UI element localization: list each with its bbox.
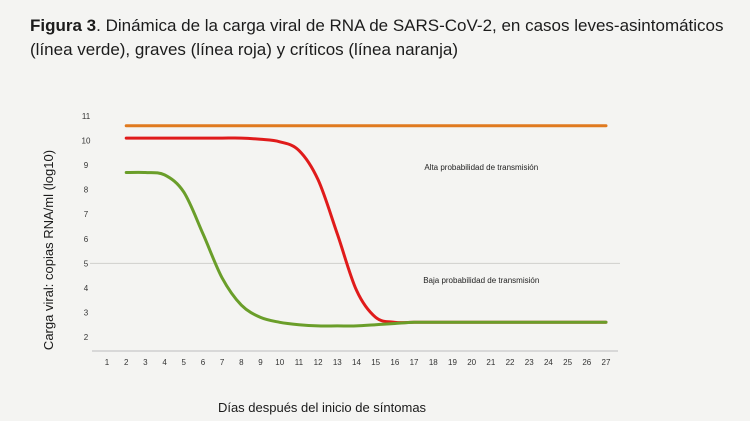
y-tick-label: 4 bbox=[84, 284, 89, 293]
x-tick-label: 15 bbox=[371, 358, 380, 367]
y-tick-label: 2 bbox=[84, 333, 89, 342]
x-tick-label: 20 bbox=[467, 358, 476, 367]
x-tick-label: 22 bbox=[506, 358, 515, 367]
x-tick-label: 21 bbox=[486, 358, 495, 367]
x-tick-label: 9 bbox=[258, 358, 263, 367]
x-tick-label: 5 bbox=[182, 358, 187, 367]
y-tick-label: 6 bbox=[84, 235, 89, 244]
x-tick-label: 17 bbox=[410, 358, 419, 367]
y-tick-label: 9 bbox=[84, 161, 89, 170]
y-tick-label: 8 bbox=[84, 186, 89, 195]
low-transmission-label: Baja probabilidad de transmisión bbox=[423, 276, 539, 285]
x-tick-label: 10 bbox=[275, 358, 284, 367]
x-tick-label: 12 bbox=[314, 358, 323, 367]
y-tick-label: 7 bbox=[84, 210, 89, 219]
x-tick-label: 19 bbox=[448, 358, 457, 367]
x-tick-label: 3 bbox=[143, 358, 148, 367]
x-tick-label: 2 bbox=[124, 358, 129, 367]
x-tick-label: 11 bbox=[295, 358, 304, 367]
x-tick-label: 26 bbox=[582, 358, 591, 367]
x-tick-label: 23 bbox=[525, 358, 534, 367]
x-tick-label: 7 bbox=[220, 358, 225, 367]
x-axis-title: Días después del inicio de síntomas bbox=[218, 400, 427, 415]
x-tick-label: 27 bbox=[602, 358, 611, 367]
x-tick-label: 24 bbox=[544, 358, 553, 367]
y-axis-title: Carga viral: copias RNA/ml (log10) bbox=[41, 150, 56, 350]
figure-caption: Figura 3. Dinámica de la carga viral de … bbox=[30, 14, 730, 62]
y-tick-label: 3 bbox=[84, 308, 89, 317]
x-tick-label: 1 bbox=[105, 358, 110, 367]
x-tick-label: 14 bbox=[352, 358, 361, 367]
y-tick-label: 5 bbox=[84, 259, 89, 268]
y-tick-label: 10 bbox=[82, 137, 91, 146]
high-transmission-label: Alta probabilidad de transmisión bbox=[424, 163, 538, 172]
x-tick-label: 16 bbox=[390, 358, 399, 367]
figure-label: Figura 3 bbox=[30, 16, 97, 35]
figure-caption-text: . Dinámica de la carga viral de RNA de S… bbox=[30, 16, 724, 59]
x-tick-label: 8 bbox=[239, 358, 244, 367]
x-tick-label: 25 bbox=[563, 358, 572, 367]
x-tick-label: 6 bbox=[201, 358, 206, 367]
y-tick-label: 11 bbox=[82, 112, 91, 121]
x-tick-label: 4 bbox=[162, 358, 167, 367]
x-tick-label: 18 bbox=[429, 358, 438, 367]
x-tick-label: 13 bbox=[333, 358, 342, 367]
green-series-line bbox=[124, 170, 608, 328]
